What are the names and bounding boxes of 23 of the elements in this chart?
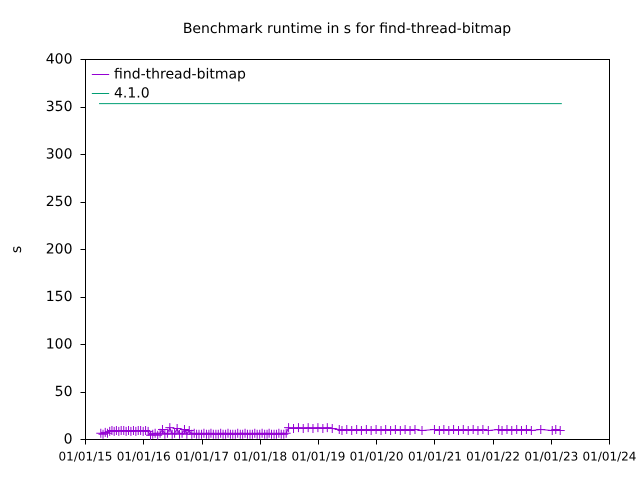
legend-label: 4.1.0 <box>114 86 150 102</box>
x-tick-label: 01/01/15 <box>58 450 112 464</box>
legend-label: find-thread-bitmap <box>114 66 246 82</box>
y-axis-title: s <box>8 246 25 254</box>
x-tick-label: 01/01/18 <box>233 450 288 464</box>
x-tick-label: 01/01/22 <box>466 450 520 464</box>
y-tick-label: 100 <box>46 336 72 352</box>
chart-title: Benchmark runtime in s for find-thread-bitmap <box>182 21 512 37</box>
x-tick-label: 01/01/21 <box>408 450 462 464</box>
x-tick-label: 01/01/23 <box>524 450 578 464</box>
x-tick-label: 01/01/20 <box>350 450 404 464</box>
x-tick-label: 01/01/16 <box>116 450 171 464</box>
y-tick-label: 50 <box>54 384 72 400</box>
y-tick-label: 200 <box>46 242 72 258</box>
y-tick-label: 150 <box>46 289 72 305</box>
x-tick-label: 01/01/24 <box>582 450 636 464</box>
x-tick-label: 01/01/17 <box>175 450 229 464</box>
y-tick-label: 350 <box>46 99 72 115</box>
y-tick-label: 250 <box>46 194 72 210</box>
y-tick-label: 300 <box>46 146 72 162</box>
y-tick-label: 0 <box>64 432 72 448</box>
x-tick-label: 01/01/19 <box>291 450 346 464</box>
y-tick-label: 400 <box>46 52 72 68</box>
